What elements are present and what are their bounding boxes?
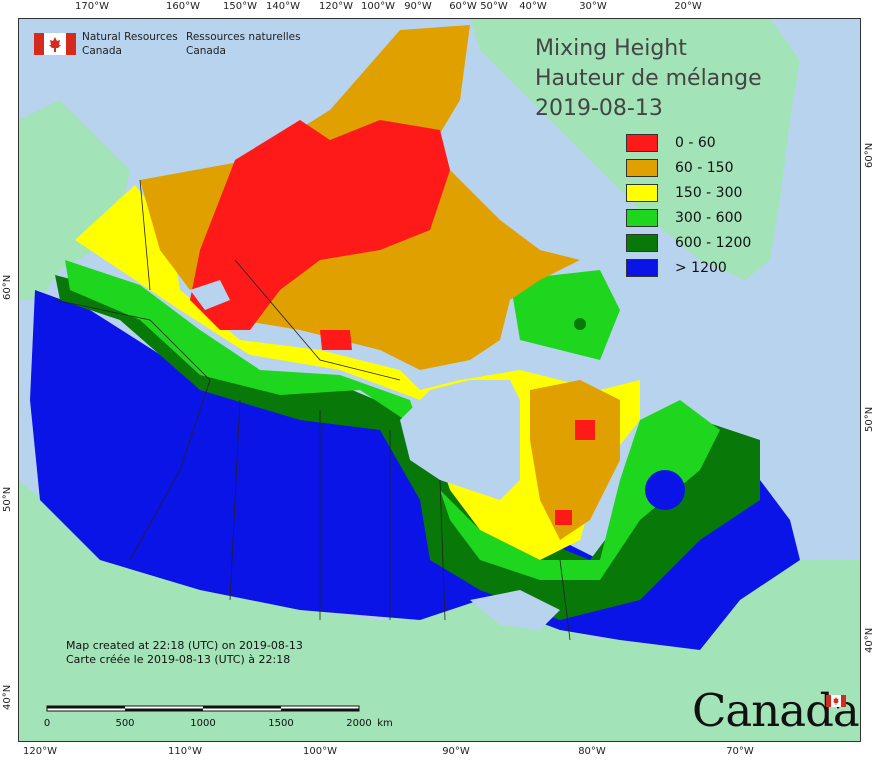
- scale-unit: km: [377, 718, 393, 729]
- scale-label: 0: [43, 718, 51, 729]
- graticule-label-bottom: 80°W: [578, 746, 606, 757]
- graticule-label-top: 50°W: [480, 1, 508, 12]
- hudson-bay: [400, 380, 520, 500]
- zone-red: [190, 120, 595, 525]
- legend-label: 0 - 60: [675, 135, 716, 151]
- credit-french: Carte créée le 2019-08-13 (UTC) à 22:18: [66, 653, 291, 666]
- scale-label: 1500: [268, 718, 294, 729]
- canada-wordmark: Canada: [692, 684, 860, 737]
- legend-label: 150 - 300: [675, 185, 743, 201]
- graticule-label-bottom: 100°W: [303, 746, 337, 757]
- legend-label: > 1200: [675, 260, 727, 276]
- alaska-landmass: [18, 100, 130, 300]
- graticule-label-top: 60°W: [449, 1, 477, 12]
- nrc-english-line2: Canada: [82, 45, 122, 57]
- provincial-borders: [54, 179, 571, 641]
- map-frame: [18, 18, 861, 742]
- zone-darkgreen-pocket: [574, 318, 586, 330]
- map-date: 2019-08-13: [535, 96, 663, 121]
- graticule-label-top: 160°W: [166, 1, 200, 12]
- graticule-label-top: 120°W: [319, 1, 353, 12]
- zone-green-north: [510, 270, 620, 360]
- graticule-label-top: 40°W: [519, 1, 547, 12]
- graticule-label-top: 100°W: [361, 1, 395, 12]
- nrc-french: Ressources naturelles Canada: [186, 30, 301, 58]
- legend-label: 600 - 1200: [675, 235, 752, 251]
- great-lakes: [470, 590, 560, 630]
- scale-label: 2000: [346, 718, 372, 729]
- zone-green: [65, 260, 720, 580]
- legend-label: 300 - 600: [675, 210, 743, 226]
- graticule-label-bottom: 70°W: [726, 746, 754, 757]
- scale-label: 500: [115, 718, 135, 729]
- nrc-french-line1: Ressources naturelles: [186, 31, 301, 43]
- map-title-fr: Hauteur de mélange: [535, 66, 762, 91]
- zone-blue-quebec: [645, 470, 685, 510]
- graticule-label-bottom: 120°W: [23, 746, 57, 757]
- nrc-flag-logo: [34, 33, 76, 55]
- graticule-label-bottom: 110°W: [168, 746, 202, 757]
- legend-swatch: [626, 209, 658, 227]
- legend-label: 60 - 150: [675, 160, 734, 176]
- graticule-label-top: 150°W: [223, 1, 257, 12]
- map-title-en: Mixing Height: [535, 36, 687, 61]
- graticule-label-bottom: 90°W: [442, 746, 470, 757]
- legend-swatch: [626, 159, 658, 177]
- scale-label: 1000: [190, 718, 216, 729]
- nrc-french-line2: Canada: [186, 45, 226, 57]
- graticule-label-top: 90°W: [404, 1, 432, 12]
- credit-english: Map created at 22:18 (UTC) on 2019-08-13: [66, 639, 303, 652]
- nrc-english: Natural Resources Canada: [82, 30, 178, 58]
- graticule-label-top: 20°W: [674, 1, 702, 12]
- graticule-label-top: 30°W: [579, 1, 607, 12]
- legend-swatch: [626, 234, 658, 252]
- legend-swatch: [626, 259, 658, 277]
- graticule-label-top: 170°W: [75, 1, 109, 12]
- legend-swatch: [626, 134, 658, 152]
- great-bear-lake: [190, 280, 230, 310]
- nrc-english-line1: Natural Resources: [82, 31, 178, 43]
- legend-swatch: [626, 184, 658, 202]
- wordmark-flag-icon: [826, 692, 846, 707]
- graticule-label-top: 140°W: [266, 1, 300, 12]
